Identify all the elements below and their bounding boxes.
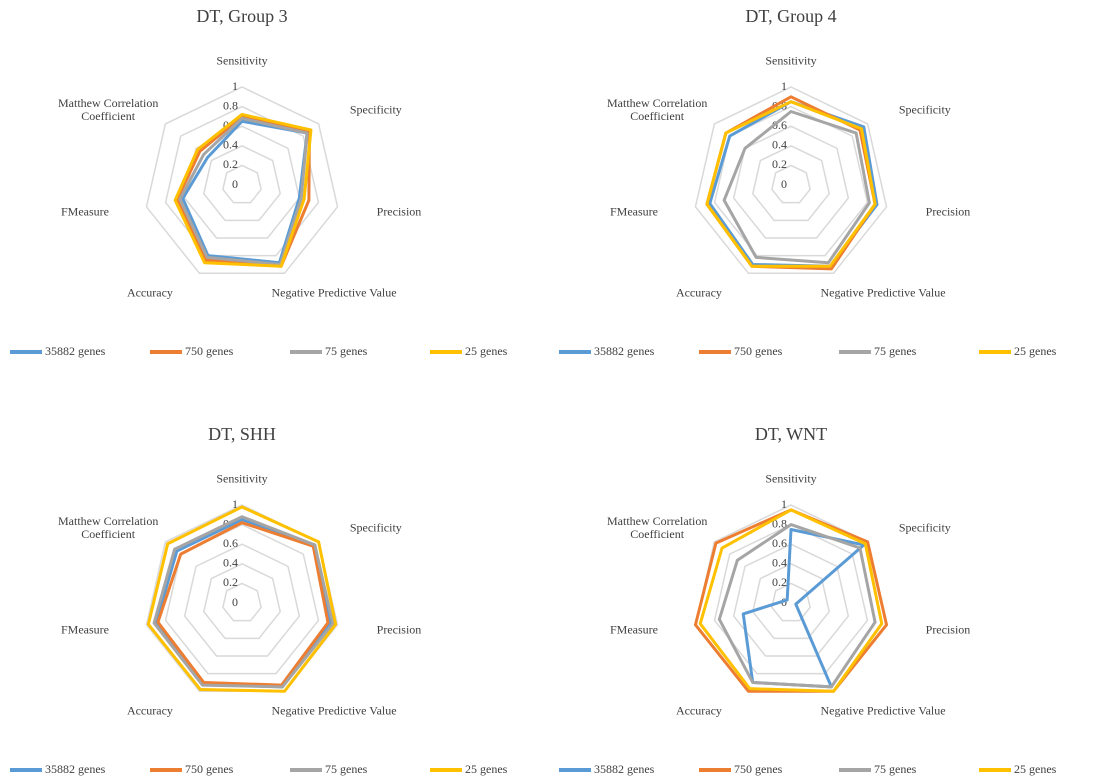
category-label: Precision bbox=[925, 204, 971, 219]
r-tick-label: 1 bbox=[232, 79, 238, 93]
r-tick-label: 0.4 bbox=[772, 138, 787, 152]
chart-title: DT, Group 3 bbox=[196, 6, 287, 26]
category-label: Matthew Correlation Coefficient bbox=[607, 514, 708, 542]
legend-label: 750 genes bbox=[734, 344, 783, 358]
grid-ring bbox=[222, 164, 262, 204]
r-tick-label: 0.6 bbox=[772, 118, 787, 132]
grid-ring bbox=[183, 125, 301, 239]
category-label: Specificity bbox=[349, 520, 402, 535]
series-line bbox=[173, 112, 313, 268]
grid-ring bbox=[183, 543, 301, 657]
legend-label: 750 genes bbox=[734, 762, 783, 776]
r-tick-label: 0.6 bbox=[772, 536, 787, 550]
chart-title: DT, SHH bbox=[208, 424, 276, 444]
chart-title: DT, Group 4 bbox=[745, 6, 836, 26]
category-label: Sensitivity bbox=[216, 471, 268, 486]
grid-ring bbox=[732, 543, 850, 657]
r-tick-label: 0.8 bbox=[223, 98, 238, 112]
category-label: Precision bbox=[376, 204, 422, 219]
grid-ring bbox=[145, 86, 339, 275]
legend-label: 35882 genes bbox=[45, 762, 106, 776]
grid-ring bbox=[202, 144, 282, 222]
legend-label: 35882 genes bbox=[45, 344, 106, 358]
r-tick-label: 0 bbox=[232, 595, 238, 609]
legend-label: 25 genes bbox=[465, 344, 508, 358]
r-tick-label: 0.4 bbox=[223, 556, 238, 570]
category-label: FMeasure bbox=[610, 622, 658, 637]
r-tick-label: 0.6 bbox=[223, 536, 238, 550]
legend-label: 75 genes bbox=[874, 762, 917, 776]
legend-label: 75 genes bbox=[325, 344, 368, 358]
legend-label: 750 genes bbox=[185, 762, 234, 776]
category-label: Matthew Correlation Coefficient bbox=[58, 96, 159, 124]
category-label: FMeasure bbox=[610, 204, 658, 219]
legend-label: 75 genes bbox=[325, 762, 368, 776]
grid-ring bbox=[694, 86, 888, 275]
category-label: Negative Predictive Value bbox=[271, 703, 397, 718]
r-tick-label: 1 bbox=[232, 497, 238, 511]
category-label: Specificity bbox=[898, 520, 951, 535]
category-label: Accuracy bbox=[126, 703, 173, 718]
category-label: Sensitivity bbox=[765, 53, 817, 68]
r-tick-label: 0 bbox=[232, 177, 238, 191]
category-label: Negative Predictive Value bbox=[820, 703, 946, 718]
category-label: Matthew Correlation Coefficient bbox=[58, 514, 159, 542]
category-label: FMeasure bbox=[61, 204, 109, 219]
series-line bbox=[717, 523, 877, 689]
category-label: Precision bbox=[376, 622, 422, 637]
category-label: FMeasure bbox=[61, 622, 109, 637]
chart-title: DT, WNT bbox=[755, 424, 827, 444]
r-tick-label: 0.4 bbox=[223, 138, 238, 152]
legend-label: 25 genes bbox=[465, 762, 508, 776]
category-label: Specificity bbox=[898, 102, 951, 117]
category-label: Sensitivity bbox=[765, 471, 817, 486]
series-line bbox=[722, 110, 871, 265]
grid-ring bbox=[751, 144, 831, 222]
category-label: Accuracy bbox=[675, 285, 722, 300]
category-label: Negative Predictive Value bbox=[820, 285, 946, 300]
grid-ring bbox=[202, 562, 282, 640]
category-label: Matthew Correlation Coefficient bbox=[607, 96, 708, 124]
category-label: Specificity bbox=[349, 102, 402, 117]
legend-label: 35882 genes bbox=[594, 344, 655, 358]
series-line bbox=[705, 100, 877, 268]
series-line bbox=[152, 515, 335, 689]
series-line bbox=[156, 521, 330, 687]
r-tick-label: 0.2 bbox=[223, 157, 238, 171]
r-tick-label: 1 bbox=[781, 79, 787, 93]
r-tick-label: 0 bbox=[781, 177, 787, 191]
grid-ring bbox=[771, 164, 811, 204]
r-tick-label: 0.2 bbox=[772, 575, 787, 589]
r-tick-label: 0.2 bbox=[223, 575, 238, 589]
category-label: Accuracy bbox=[675, 703, 722, 718]
category-label: Precision bbox=[925, 622, 971, 637]
series-line bbox=[178, 116, 309, 266]
r-tick-label: 0.2 bbox=[772, 157, 787, 171]
series-line bbox=[698, 508, 884, 693]
grid-ring bbox=[713, 523, 869, 675]
category-label: Negative Predictive Value bbox=[271, 285, 397, 300]
grid-ring bbox=[145, 504, 339, 693]
legend-label: 750 genes bbox=[185, 344, 234, 358]
legend-label: 25 genes bbox=[1014, 344, 1057, 358]
r-tick-label: 1 bbox=[781, 497, 787, 511]
category-label: Accuracy bbox=[126, 285, 173, 300]
legend-label: 25 genes bbox=[1014, 762, 1057, 776]
category-label: Sensitivity bbox=[216, 53, 268, 68]
grid-ring bbox=[222, 582, 262, 622]
r-tick-label: 0.4 bbox=[772, 556, 787, 570]
legend-label: 75 genes bbox=[874, 344, 917, 358]
series-line bbox=[146, 505, 338, 693]
legend-label: 35882 genes bbox=[594, 762, 655, 776]
grid-ring bbox=[751, 562, 831, 640]
